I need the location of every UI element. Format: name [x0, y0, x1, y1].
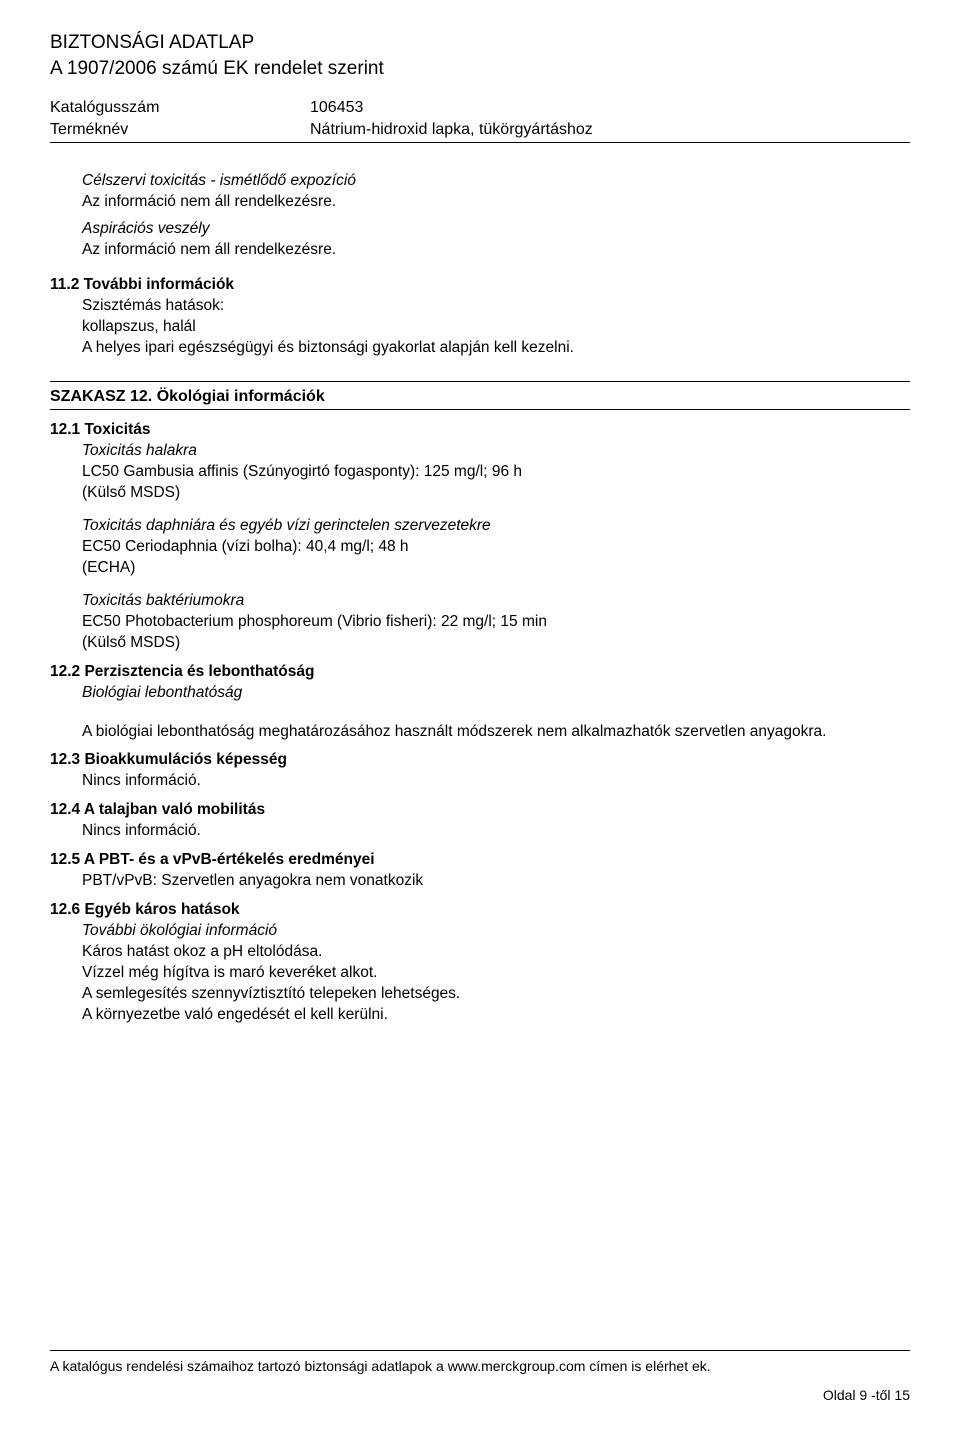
text-12-6-l3: A semlegesítés szennyvíztisztító telepek… [82, 984, 910, 1005]
fish-tox-label: Toxicitás halakra [82, 441, 910, 462]
product-row: Terméknév Nátrium-hidroxid lapka, tükörg… [50, 119, 910, 141]
text-12-5: PBT/vPvB: Szervetlen anyagokra nem vonat… [82, 871, 910, 892]
catalog-value: 106453 [310, 97, 910, 119]
heading-12-2: 12.2 Perzisztencia és lebonthatóság [50, 662, 910, 683]
fish-tox-text: LC50 Gambusia affinis (Szúnyogirtó fogas… [82, 462, 910, 483]
text-12-6-l2: Vízzel még hígítva is maró keveréket alk… [82, 963, 910, 984]
footer-rule [50, 1350, 910, 1351]
fish-tox-source: (Külső MSDS) [82, 483, 910, 504]
catalog-label: Katalógusszám [50, 97, 310, 119]
daphnia-tox-label: Toxicitás daphniára és egyéb vízi gerinc… [82, 516, 910, 537]
main-content: Célszervi toxicitás - ismétlődő expozíci… [50, 171, 910, 358]
aspiration-label: Aspirációs veszély [82, 219, 910, 240]
biodeg-text: A biológiai lebonthatóság meghatározásáh… [82, 722, 910, 743]
document-header: BIZTONSÁGI ADATLAP A 1907/2006 számú EK … [50, 30, 910, 140]
bacteria-tox-text: EC50 Photobacterium phosphoreum (Vibrio … [82, 612, 910, 633]
heading-12-6: 12.6 Egyéb káros hatások [50, 900, 910, 921]
catalog-row: Katalógusszám 106453 [50, 97, 910, 119]
section-rule-bottom [50, 409, 910, 410]
target-organ-tox-text: Az információ nem áll rendelkezésre. [82, 192, 910, 213]
bacteria-tox-source: (Külső MSDS) [82, 633, 910, 654]
text-12-4: Nincs információ. [82, 821, 910, 842]
heading-12-3: 12.3 Bioakkumulációs képesség [50, 750, 910, 771]
text-12-6-l4: A környezetbe való engedését el kell ker… [82, 1005, 910, 1026]
sds-title: BIZTONSÁGI ADATLAP [50, 30, 910, 56]
heading-11-2: 11.2 További információk [50, 275, 910, 296]
aspiration-text: Az információ nem áll rendelkezésre. [82, 240, 910, 261]
daphnia-tox-text: EC50 Ceriodaphnia (vízi bolha): 40,4 mg/… [82, 537, 910, 558]
text-12-6-l1: Káros hatást okoz a pH eltolódása. [82, 942, 910, 963]
heading-12-1: 12.1 Toxicitás [50, 420, 910, 441]
practice-text: A helyes ipari egészségügyi és biztonság… [82, 338, 910, 359]
product-value: Nátrium-hidroxid lapka, tükörgyártáshoz [310, 119, 910, 141]
heading-12-4: 12.4 A talajban való mobilitás [50, 800, 910, 821]
sds-regulation: A 1907/2006 számú EK rendelet szerint [50, 56, 910, 82]
heading-12-5: 12.5 A PBT- és a vPvB-értékelés eredmény… [50, 850, 910, 871]
product-label: Terméknév [50, 119, 310, 141]
page-number: Oldal 9 -től 15 [50, 1386, 910, 1405]
bacteria-tox-label: Toxicitás baktériumokra [82, 591, 910, 612]
daphnia-tox-source: (ECHA) [82, 558, 910, 579]
footer-note: A katalógus rendelési számaihoz tartozó … [50, 1357, 910, 1376]
systemic-label: Szisztémás hatások: [82, 296, 910, 317]
biodeg-label: Biológiai lebonthatóság [82, 683, 910, 704]
systemic-text: kollapszus, halál [82, 317, 910, 338]
sub-12-6: További ökológiai információ [82, 921, 910, 942]
text-12-3: Nincs információ. [82, 771, 910, 792]
page-footer: A katalógus rendelési számaihoz tartozó … [50, 1350, 910, 1405]
section-12-heading: SZAKASZ 12. Ökológiai információk [50, 384, 910, 410]
header-rule [50, 142, 910, 143]
section-12-content: 12.1 Toxicitás Toxicitás halakra LC50 Ga… [50, 420, 910, 1025]
section-rule-top [50, 381, 910, 382]
target-organ-tox-label: Célszervi toxicitás - ismétlődő expozíci… [82, 171, 910, 192]
